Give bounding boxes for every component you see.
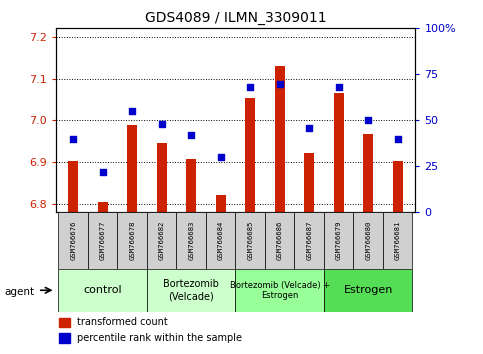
Text: GSM766683: GSM766683	[188, 221, 194, 261]
Bar	[304, 153, 314, 212]
Point	[394, 136, 401, 142]
Bar	[334, 93, 344, 212]
Bar	[59, 333, 70, 343]
Bar	[186, 159, 197, 212]
Point	[276, 81, 284, 86]
Bar	[206, 212, 236, 269]
Text: GSM766687: GSM766687	[306, 221, 312, 261]
Text: GSM766682: GSM766682	[159, 221, 165, 261]
Bar	[363, 134, 373, 212]
Point	[217, 154, 225, 160]
Bar	[156, 143, 167, 212]
Point	[305, 125, 313, 131]
Bar	[147, 269, 236, 312]
Point	[70, 136, 77, 142]
Bar	[68, 161, 78, 212]
Text: percentile rank within the sample: percentile rank within the sample	[77, 333, 242, 343]
Text: GSM766679: GSM766679	[336, 221, 341, 261]
Bar	[176, 212, 206, 269]
Bar	[236, 212, 265, 269]
Text: Estrogen: Estrogen	[343, 285, 393, 295]
Bar	[274, 66, 285, 212]
Text: GSM766680: GSM766680	[365, 221, 371, 261]
Title: GDS4089 / ILMN_3309011: GDS4089 / ILMN_3309011	[144, 11, 327, 24]
Point	[99, 169, 107, 175]
Text: GSM766676: GSM766676	[70, 221, 76, 261]
Text: GSM766677: GSM766677	[99, 221, 106, 261]
Bar	[245, 98, 256, 212]
Bar	[265, 212, 295, 269]
Bar	[59, 318, 70, 327]
Text: Bortezomib (Velcade) +
Estrogen: Bortezomib (Velcade) + Estrogen	[229, 281, 330, 300]
Point	[364, 118, 372, 123]
Bar	[324, 269, 412, 312]
Text: control: control	[84, 285, 122, 295]
Point	[335, 84, 342, 90]
Text: agent: agent	[5, 287, 35, 297]
Text: GSM766684: GSM766684	[218, 221, 224, 261]
Bar	[393, 161, 403, 212]
Bar	[215, 195, 226, 212]
Text: GSM766678: GSM766678	[129, 221, 135, 261]
Bar	[98, 202, 108, 212]
Bar	[147, 212, 176, 269]
Point	[187, 132, 195, 138]
Bar	[295, 212, 324, 269]
Text: GSM766681: GSM766681	[395, 221, 401, 261]
Bar	[117, 212, 147, 269]
Bar	[88, 212, 117, 269]
Bar	[127, 125, 137, 212]
Bar	[236, 269, 324, 312]
Point	[246, 84, 254, 90]
Bar	[58, 212, 88, 269]
Point	[158, 121, 166, 127]
Bar	[58, 269, 147, 312]
Bar	[383, 212, 412, 269]
Text: GSM766686: GSM766686	[277, 221, 283, 261]
Text: transformed count: transformed count	[77, 318, 168, 327]
Text: Bortezomib
(Velcade): Bortezomib (Velcade)	[163, 279, 219, 301]
Bar	[354, 212, 383, 269]
Point	[128, 108, 136, 114]
Bar	[324, 212, 354, 269]
Text: GSM766685: GSM766685	[247, 221, 253, 261]
